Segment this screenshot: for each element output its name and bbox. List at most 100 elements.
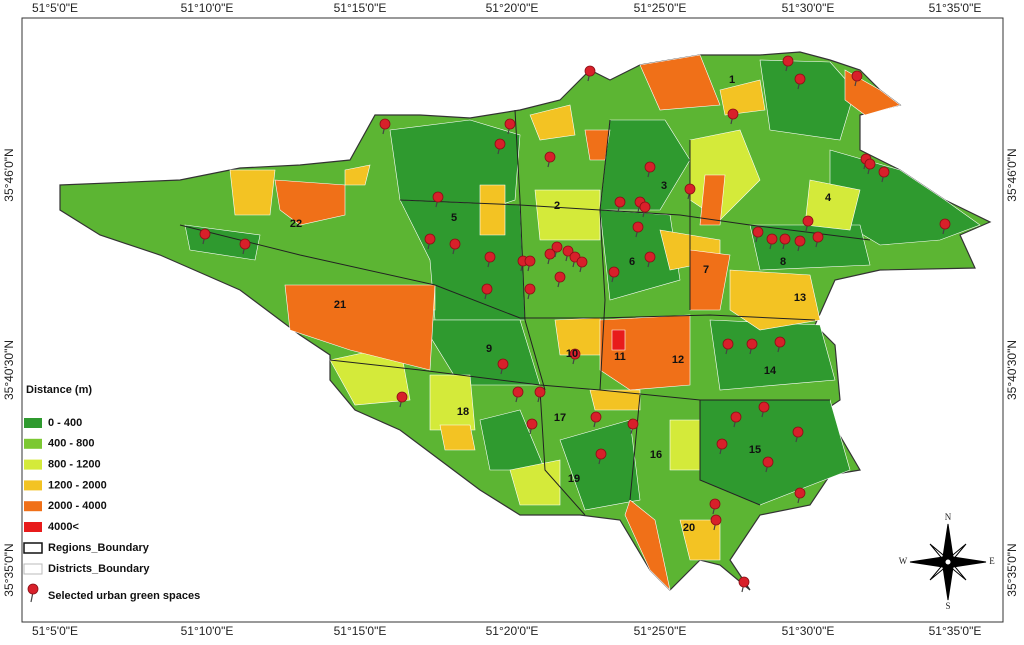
pin-head — [782, 55, 794, 67]
green-space-pin — [812, 231, 824, 248]
region-label: 20 — [683, 522, 695, 534]
pin-head — [762, 456, 774, 468]
green-space-pin — [709, 498, 721, 515]
green-space-pin — [752, 226, 764, 243]
pin-head — [449, 238, 461, 250]
green-space-pin — [554, 271, 566, 288]
legend-swatch — [23, 563, 43, 575]
pin-head — [710, 514, 722, 526]
legend-swatch — [24, 522, 42, 532]
lon-label: 51°30'0"E — [782, 624, 835, 638]
legend-swatch — [24, 438, 42, 449]
green-space-pin — [544, 151, 556, 168]
region-label: 15 — [749, 444, 761, 456]
lon-label: 51°35'0"E — [929, 1, 982, 15]
green-space-pin — [766, 233, 778, 250]
pin-head — [608, 266, 620, 278]
pin-head — [779, 233, 791, 245]
region-label: 7 — [703, 264, 709, 276]
pin-head — [512, 386, 524, 398]
green-space-pin — [758, 401, 770, 418]
green-space-pin — [396, 391, 408, 408]
region-label: 2 — [554, 200, 560, 212]
green-space-pin — [730, 411, 742, 428]
pin-head — [481, 283, 493, 295]
pin-head — [584, 65, 596, 77]
green-space-pin — [627, 418, 639, 435]
pin-head — [794, 235, 806, 247]
green-space-pin — [524, 255, 536, 272]
green-space-pin — [504, 118, 516, 135]
pin-head — [379, 118, 391, 130]
green-space-pin — [746, 338, 758, 355]
pin-head — [802, 215, 814, 227]
compass-letter: S — [945, 601, 950, 611]
legend-label: Regions_Boundary — [48, 542, 150, 554]
green-space-pin — [199, 228, 211, 245]
pin-head — [199, 228, 211, 240]
pin-head — [727, 108, 739, 120]
green-space-pin — [551, 241, 563, 258]
compass-letter: E — [989, 556, 995, 566]
green-space-pin — [497, 358, 509, 375]
lon-label: 51°10'0"E — [181, 624, 234, 638]
pin-head — [709, 498, 721, 510]
pin-head — [864, 158, 876, 170]
green-space-pin — [722, 338, 734, 355]
pin-head — [569, 348, 581, 360]
green-space-pin — [727, 108, 739, 125]
green-space-pin — [632, 221, 644, 238]
legend-swatch — [23, 542, 43, 554]
green-space-pin — [779, 233, 791, 250]
lon-label: 51°30'0"E — [782, 1, 835, 15]
pin-head — [424, 233, 436, 245]
pin-head — [627, 418, 639, 430]
legend-label: Districts_Boundary — [48, 563, 150, 575]
lon-label: 51°15'0"E — [334, 1, 387, 15]
pin-head — [544, 248, 556, 260]
green-space-pin — [851, 70, 863, 87]
pin-head — [730, 411, 742, 423]
pin-head — [524, 255, 536, 267]
region-label: 3 — [661, 180, 667, 192]
legend-swatch — [24, 480, 42, 491]
pin-head — [239, 238, 251, 250]
pin-head — [544, 151, 556, 163]
green-space-pin — [716, 438, 728, 455]
legend-swatch — [24, 418, 42, 428]
pin-head — [590, 411, 602, 423]
green-space-pin — [524, 283, 536, 300]
pin-head — [639, 201, 651, 213]
legend-pin — [27, 583, 39, 595]
pin-head — [792, 426, 804, 438]
pin-head — [738, 576, 750, 588]
green-space-pin — [762, 456, 774, 473]
pin-head — [562, 245, 574, 257]
lat-label: 35°40'30"N — [1005, 340, 1019, 400]
green-space-pin — [584, 65, 596, 82]
green-space-pin — [576, 256, 588, 273]
pin-head — [878, 166, 890, 178]
green-space-pin — [738, 576, 750, 593]
pin-head — [766, 233, 778, 245]
lon-label: 51°25'0"E — [634, 624, 687, 638]
green-space-pin — [449, 238, 461, 255]
pin-head — [614, 196, 626, 208]
region-label: 22 — [290, 218, 302, 230]
green-space-pin — [684, 183, 696, 200]
green-space-pin — [424, 233, 436, 250]
pin-head — [494, 138, 506, 150]
pin-head — [524, 283, 536, 295]
green-space-pin — [794, 235, 806, 252]
green-space-pin — [481, 283, 493, 300]
green-space-pin — [614, 196, 626, 213]
pin-head — [774, 336, 786, 348]
lon-label: 51°20'0"E — [486, 1, 539, 15]
green-space-pin — [544, 248, 556, 265]
region-label: 21 — [334, 299, 346, 311]
legend-title: Distance (m) — [26, 384, 92, 396]
legend-label: 400 - 800 — [48, 438, 94, 450]
region-label: 13 — [794, 292, 806, 304]
legend-label: 2000 - 4000 — [48, 500, 107, 512]
